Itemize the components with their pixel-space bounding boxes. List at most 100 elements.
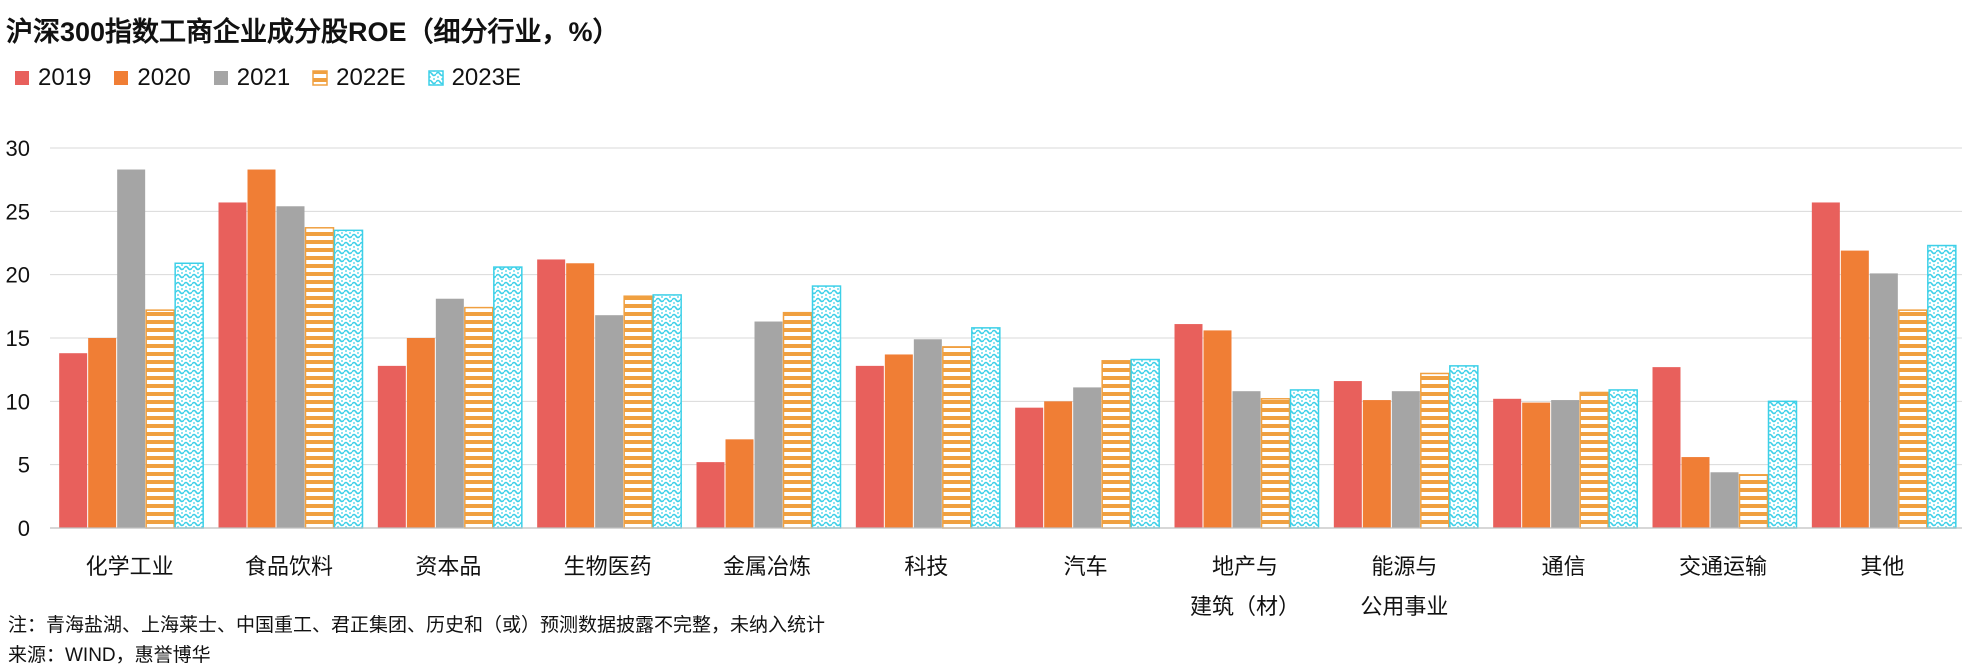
bar-2019-8 [1333, 381, 1362, 528]
x-category-label: 通信 [1542, 554, 1586, 579]
bar-2023e-0 [174, 262, 204, 529]
x-category-label: 食品饮料 [245, 554, 333, 579]
bar-2020-6 [1044, 401, 1073, 528]
bar-2023e-8 [1449, 365, 1479, 529]
bar-2021-2 [435, 298, 464, 528]
axes: 0 5 10 15 20 25 30 化学工业 食品饮料 资本品 生物医药 金属冶炼 科技 汽车 地产与建筑… [6, 136, 1962, 619]
bar-2023e-2 [493, 266, 523, 529]
bar-2020-4 [725, 439, 754, 528]
y-tick-label: 5 [18, 453, 30, 478]
bar-2021-0 [117, 169, 146, 529]
bar-2019-3 [537, 259, 566, 528]
legend: 2019 2020 2021 2022E 2023E [14, 64, 521, 92]
bar-2019-7 [1174, 324, 1203, 528]
bar-2021-9 [1551, 400, 1580, 528]
bar-2021-10 [1710, 472, 1739, 528]
bar-2022e-6 [1101, 360, 1131, 529]
legend-label: 2020 [137, 64, 191, 91]
legend-label: 2021 [236, 64, 291, 91]
bar-2023e-7 [1289, 389, 1320, 529]
bar-2020-2 [406, 338, 435, 528]
x-category-label: 其他 [1860, 554, 1904, 579]
bar-2022e-8 [1420, 372, 1450, 529]
legend-label: 2023E [451, 64, 521, 91]
legend-item-2022e: 2022E [312, 64, 406, 92]
legend-swatch [312, 70, 328, 86]
y-tick-label: 10 [6, 389, 30, 414]
bar-2023e-5 [971, 327, 1001, 529]
bar-2019-1 [218, 202, 247, 528]
bar-2022e-5 [942, 346, 972, 529]
bar-2023e-4 [811, 285, 842, 529]
chart-title: 沪深300指数工商企业成分股ROE（细分行业，%） [6, 17, 620, 47]
y-tick-label: 20 [6, 263, 30, 288]
bars [59, 169, 1957, 529]
bar-2020-8 [1362, 400, 1391, 528]
legend-item-2023e: 2023E [427, 64, 521, 92]
bar-2019-9 [1493, 398, 1522, 528]
x-category-label: 金属冶炼 [723, 554, 811, 579]
bar-2021-1 [276, 206, 305, 528]
bar-2020-1 [247, 169, 276, 529]
bar-2020-11 [1840, 250, 1869, 528]
legend-item-2021: 2021 [213, 64, 290, 92]
bar-2021-3 [595, 315, 624, 528]
bar-2022e-3 [623, 295, 653, 529]
bar-2021-5 [913, 339, 942, 528]
bar-2021-8 [1391, 391, 1420, 528]
bar-2022e-10 [1738, 474, 1769, 529]
bar-2023e-11 [1927, 244, 1957, 529]
bar-2019-10 [1652, 367, 1681, 528]
gridlines [50, 147, 1962, 466]
bar-2022e-0 [145, 309, 175, 529]
y-tick-label: 0 [18, 516, 30, 541]
bar-2023e-10 [1767, 400, 1798, 529]
bar-2020-5 [884, 354, 913, 528]
legend-swatch [427, 70, 444, 86]
bar-2020-7 [1203, 330, 1232, 528]
x-category-label: 交通运输 [1679, 554, 1767, 579]
x-category-label: 建筑（材） [1190, 594, 1300, 619]
y-tick-label: 30 [6, 136, 30, 161]
legend-label: 2022E [336, 64, 406, 91]
bar-2022e-2 [464, 306, 494, 529]
bar-2019-6 [1015, 407, 1044, 528]
x-category-label: 生物医药 [564, 554, 652, 579]
bar-2021-4 [754, 321, 783, 528]
legend-swatch [114, 71, 129, 85]
bar-2022e-9 [1579, 391, 1609, 529]
legend-label: 2019 [38, 64, 92, 91]
x-category-label: 资本品 [415, 554, 481, 579]
y-tick-label: 15 [6, 326, 30, 351]
bar-2022e-7 [1260, 398, 1291, 529]
footnote: 注：青海盐湖、上海莱士、中国重工、君正集团、历史和（或）预测数据披露不完整，未纳… [8, 615, 826, 636]
legend-item-2019: 2019 [14, 64, 91, 92]
bar-2022e-4 [782, 311, 813, 529]
legend-item-2020: 2020 [113, 64, 191, 92]
x-category-label: 能源与 [1371, 554, 1437, 579]
bar-2023e-1 [333, 229, 364, 529]
bar-2021-7 [1232, 391, 1261, 528]
bar-2019-5 [855, 365, 884, 528]
x-category-label: 汽车 [1064, 554, 1108, 579]
bar-2019-0 [59, 353, 88, 528]
bar-2023e-3 [652, 294, 682, 529]
source-note: 来源：WIND，惠誉博华 [8, 645, 211, 666]
bar-2023e-9 [1608, 389, 1638, 529]
bar-2019-4 [696, 462, 725, 528]
x-category-label: 科技 [904, 554, 948, 579]
y-tick-label: 25 [6, 199, 30, 224]
bar-2023e-6 [1130, 358, 1160, 529]
bar-2020-10 [1681, 457, 1710, 528]
bar-2022e-1 [304, 227, 335, 529]
bar-2020-3 [566, 263, 595, 528]
bar-2021-6 [1073, 387, 1102, 528]
x-category-label: 地产与 [1212, 554, 1278, 579]
x-category-label: 化学工业 [86, 554, 174, 579]
bar-2022e-11 [1898, 309, 1928, 529]
bar-2019-11 [1811, 202, 1840, 528]
bar-2020-9 [1522, 402, 1551, 528]
bar-2020-0 [88, 338, 117, 528]
legend-swatch [15, 71, 29, 85]
